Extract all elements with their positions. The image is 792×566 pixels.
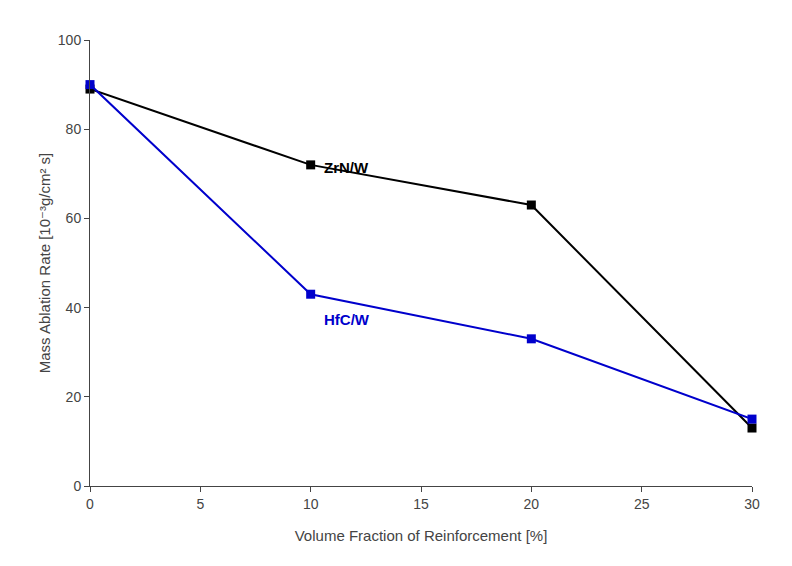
svg-text:40: 40	[66, 300, 82, 316]
svg-text:20: 20	[524, 496, 540, 512]
svg-text:0: 0	[86, 496, 94, 512]
svg-text:15: 15	[413, 496, 429, 512]
svg-text:100: 100	[58, 32, 82, 48]
svg-text:25: 25	[634, 496, 650, 512]
svg-text:30: 30	[744, 496, 760, 512]
svg-text:HfC/W: HfC/W	[324, 311, 370, 328]
svg-text:Mass Ablation Rate [10⁻³g/cm²: Mass Ablation Rate [10⁻³g/cm² s]	[36, 153, 53, 374]
svg-text:80: 80	[66, 121, 82, 137]
svg-text:ZrN/W: ZrN/W	[324, 159, 369, 176]
svg-text:5: 5	[196, 496, 204, 512]
svg-text:10: 10	[303, 496, 319, 512]
svg-text:60: 60	[66, 210, 82, 226]
svg-text:20: 20	[66, 389, 82, 405]
svg-text:0: 0	[73, 478, 81, 494]
svg-text:Volume Fraction of Reinforceme: Volume Fraction of Reinforcement [%]	[295, 527, 548, 544]
